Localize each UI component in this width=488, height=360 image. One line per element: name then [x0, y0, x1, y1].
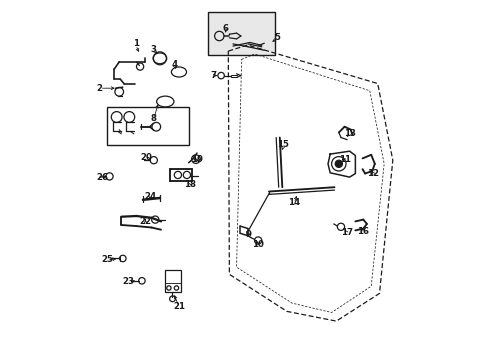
- Text: 1: 1: [133, 40, 139, 49]
- Text: 4: 4: [171, 60, 177, 69]
- Text: 26: 26: [96, 173, 108, 181]
- Text: 25: 25: [101, 256, 113, 264]
- Text: 16: 16: [357, 227, 368, 236]
- Text: 10: 10: [252, 240, 264, 249]
- Text: 8: 8: [150, 114, 157, 123]
- Text: 12: 12: [366, 169, 379, 178]
- Text: 22: 22: [139, 217, 151, 226]
- Bar: [207, 12, 275, 55]
- Text: 2: 2: [97, 84, 102, 93]
- Circle shape: [335, 160, 342, 167]
- Text: 7: 7: [210, 71, 217, 80]
- Text: 6: 6: [223, 23, 228, 32]
- Text: 23: 23: [122, 277, 134, 286]
- Text: 9: 9: [244, 230, 250, 239]
- Text: 17: 17: [340, 228, 352, 237]
- Text: 24: 24: [144, 192, 156, 201]
- Text: 19: 19: [191, 154, 203, 163]
- Text: 18: 18: [183, 180, 195, 189]
- Text: 5: 5: [273, 33, 279, 42]
- Text: 3: 3: [150, 45, 157, 54]
- Text: 11: 11: [339, 154, 350, 163]
- Circle shape: [115, 87, 123, 96]
- Text: 15: 15: [277, 140, 289, 149]
- Text: 13: 13: [343, 129, 355, 138]
- Text: 21: 21: [173, 302, 184, 311]
- Bar: [164, 270, 181, 292]
- Bar: [107, 107, 189, 145]
- Text: 14: 14: [287, 198, 300, 207]
- Text: 20: 20: [141, 153, 152, 162]
